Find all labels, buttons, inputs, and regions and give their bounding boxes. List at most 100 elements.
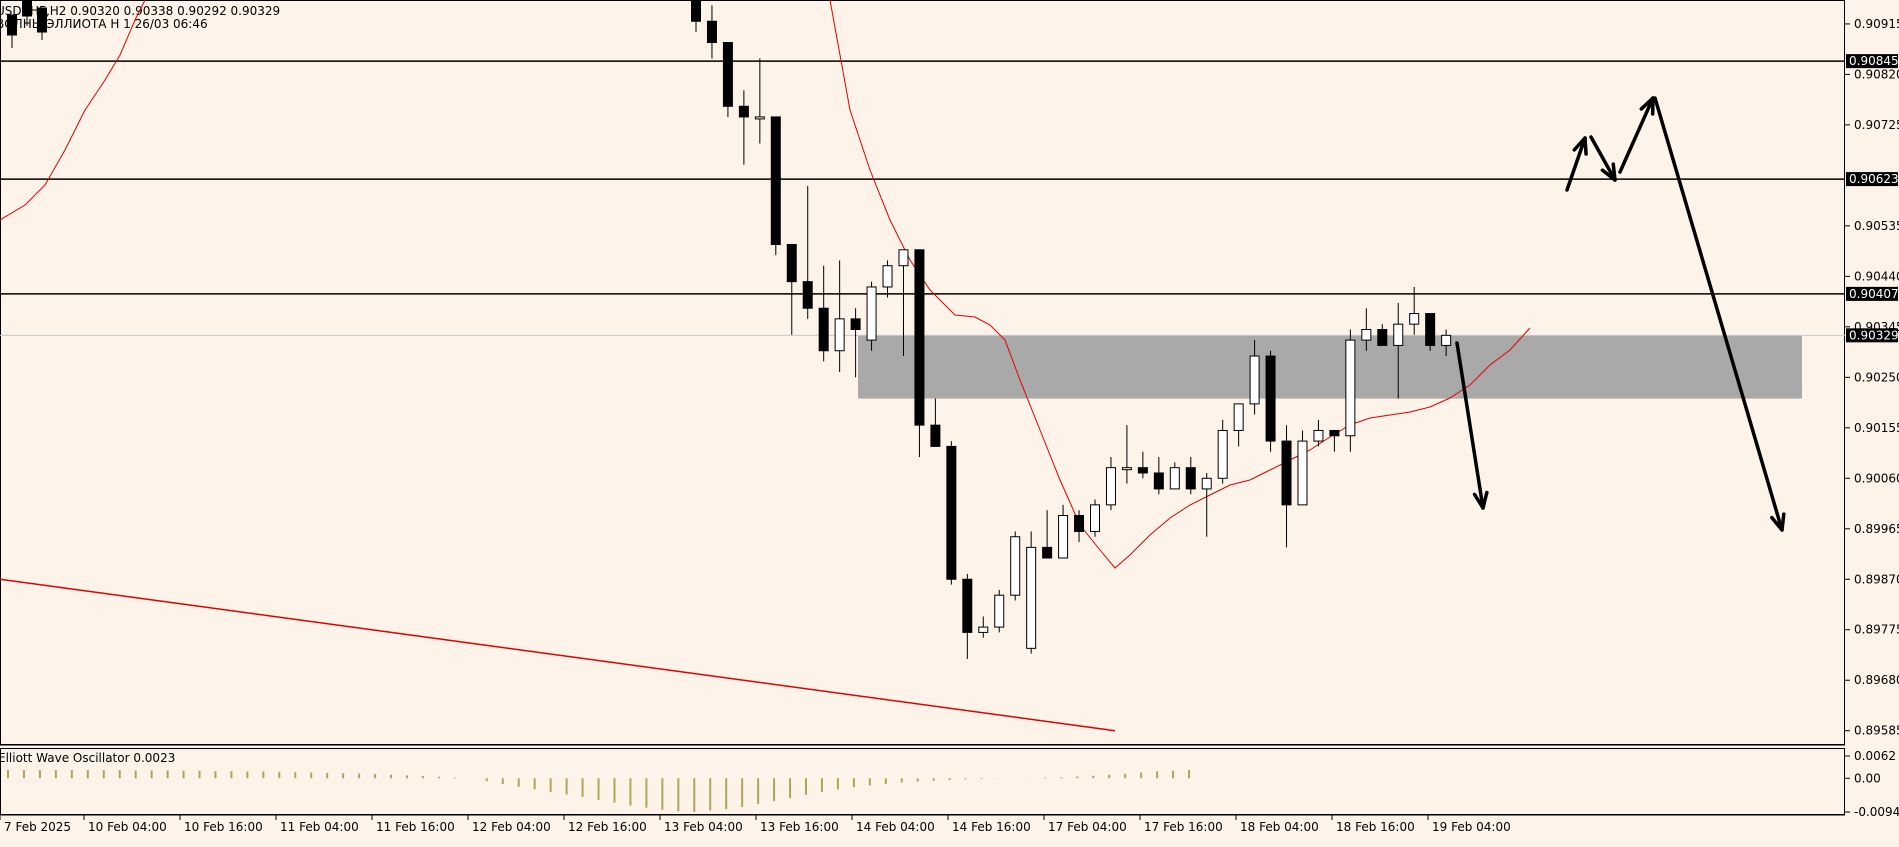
price-tick-label: 0.90345	[1854, 320, 1899, 334]
bullish-candle	[1361, 328, 1372, 341]
bearish-candle	[1329, 429, 1340, 437]
forecast-arrows[interactable]	[1455, 96, 1786, 532]
osc-tick-label: 0.00	[1854, 771, 1881, 785]
arrow-shaft	[1565, 136, 1587, 192]
time-tick-label: 13 Feb 04:00	[664, 820, 743, 834]
time-tick-label: 10 Feb 16:00	[184, 820, 263, 834]
bearish-candle	[946, 445, 957, 580]
osc-tick-label: -0.0094	[1854, 805, 1899, 819]
wave-down-arrow	[1589, 135, 1617, 182]
price-tick-label: 0.90725	[1854, 118, 1899, 132]
bearish-candle	[770, 116, 781, 245]
wave-up-arrow-1	[1565, 136, 1588, 192]
time-tick-label: 10 Feb 04:00	[88, 820, 167, 834]
price-tag	[1846, 172, 1898, 187]
time-tick-label: 17 Feb 04:00	[1048, 820, 1127, 834]
symbol-info: USDCHF,H2 0.90320 0.90338 0.90292 0.9032…	[0, 4, 280, 18]
price-tick-label: 0.90915	[1854, 17, 1899, 31]
time-tick-label: 12 Feb 04:00	[472, 820, 551, 834]
bullish-candle	[1409, 313, 1420, 325]
price-tag	[1846, 286, 1898, 301]
bullish-candle	[882, 265, 893, 288]
price-tick-label: 0.90535	[1854, 219, 1899, 233]
arrow-shaft	[1455, 341, 1485, 510]
bullish-candle	[1010, 536, 1021, 596]
bearish-candle	[1042, 546, 1053, 559]
price-tag-label: 0.90407	[1849, 287, 1899, 301]
price-tag	[1846, 328, 1898, 343]
bearish-candle	[1281, 440, 1292, 506]
bullish-candle	[1233, 403, 1244, 431]
bearish-candle	[1153, 472, 1164, 490]
bearish-candle	[1185, 467, 1196, 490]
bullish-candle	[1105, 467, 1116, 506]
arrow-shaft	[1653, 96, 1784, 532]
time-tick-label: 7 Feb 2025	[4, 820, 71, 834]
bullish-candle	[1441, 334, 1452, 346]
time-tick-label: 18 Feb 04:00	[1240, 820, 1319, 834]
bullish-candle	[834, 318, 845, 352]
price-tag-label: 0.90623	[1849, 172, 1899, 186]
bearish-candle	[914, 249, 925, 426]
price-tick-label: 0.90440	[1854, 269, 1899, 283]
price-tick-label: 0.90060	[1854, 471, 1899, 485]
arrow-head	[1600, 162, 1617, 182]
price-tick-label: 0.90250	[1854, 370, 1899, 384]
arrow-head	[1472, 490, 1489, 510]
price-tick-label: 0.90155	[1854, 421, 1899, 435]
price-tick-label: 0.89870	[1854, 572, 1899, 586]
bullish-candle	[1313, 429, 1324, 442]
oscillator-bars	[7, 770, 1191, 812]
bullish-candle	[1090, 504, 1100, 532]
support-zone	[858, 335, 1802, 399]
arrow-head	[1639, 96, 1655, 116]
time-tick-label: 14 Feb 04:00	[856, 820, 935, 834]
arrow-shaft	[1618, 96, 1655, 174]
bearish-candle	[722, 42, 733, 107]
bullish-candle	[1249, 355, 1260, 405]
bullish-candle	[898, 249, 909, 267]
time-axis: 7 Feb 2025 10 Feb 04:00 10 Feb 16:00 11 Feb…	[0, 815, 1511, 834]
bullish-candle	[754, 116, 765, 120]
time-tick-label: 11 Feb 04:00	[280, 820, 359, 834]
bullish-candle	[1201, 477, 1212, 490]
support-zone-rect	[858, 335, 1802, 399]
bearish-candle	[738, 105, 749, 118]
bullish-candle	[978, 626, 989, 633]
indicator-info: ВОЛНЫ ЭЛЛИОТА H 1 26/03 06:46	[0, 17, 208, 31]
ma-line	[0, 0, 1531, 569]
oscillator-axis: 0.0062 0.00 -0.0094	[1845, 749, 1899, 819]
bullish-candle	[1297, 440, 1308, 506]
bullish-candle	[1058, 514, 1069, 559]
price-tick-label: 0.90820	[1854, 67, 1899, 81]
time-tick-label: 19 Feb 04:00	[1432, 820, 1511, 834]
bearish-candle	[1377, 328, 1388, 346]
trendline[interactable]	[0, 578, 1116, 732]
big-drop-arrow	[1653, 96, 1786, 532]
oscillator-label: Elliott Wave Oscillator 0.0023	[0, 751, 175, 765]
price-tick-label: 0.89775	[1854, 623, 1899, 637]
bullish-candle	[994, 594, 1005, 628]
bullish-candle	[866, 286, 877, 341]
bearish-candle	[1074, 514, 1085, 532]
bullish-candle	[1121, 467, 1132, 471]
bearish-candle	[930, 424, 941, 447]
price-tag-label: 0.90845	[1849, 54, 1899, 68]
time-tick-label: 14 Feb 16:00	[952, 820, 1031, 834]
time-tick-label: 12 Feb 16:00	[568, 820, 647, 834]
trendline-line	[0, 578, 1116, 732]
bearish-candle	[802, 281, 813, 309]
price-axis: 0.90915 0.90820 0.90725 0.90535 0.90440 0.903…	[1845, 17, 1899, 738]
candles	[7, 0, 1452, 659]
bearish-candle	[850, 318, 861, 330]
bearish-candle	[962, 578, 973, 633]
price-tag	[1846, 54, 1898, 69]
price-tick-label: 0.89680	[1854, 673, 1899, 687]
bearish-candle	[22, 0, 32, 17]
horizontal-levels[interactable]: 0.90845 0.90623 0.90407 0.90329	[0, 54, 1899, 343]
time-tick-label: 18 Feb 16:00	[1336, 820, 1415, 834]
price-tag-label: 0.90329	[1849, 328, 1899, 342]
moving-average	[0, 0, 1531, 569]
